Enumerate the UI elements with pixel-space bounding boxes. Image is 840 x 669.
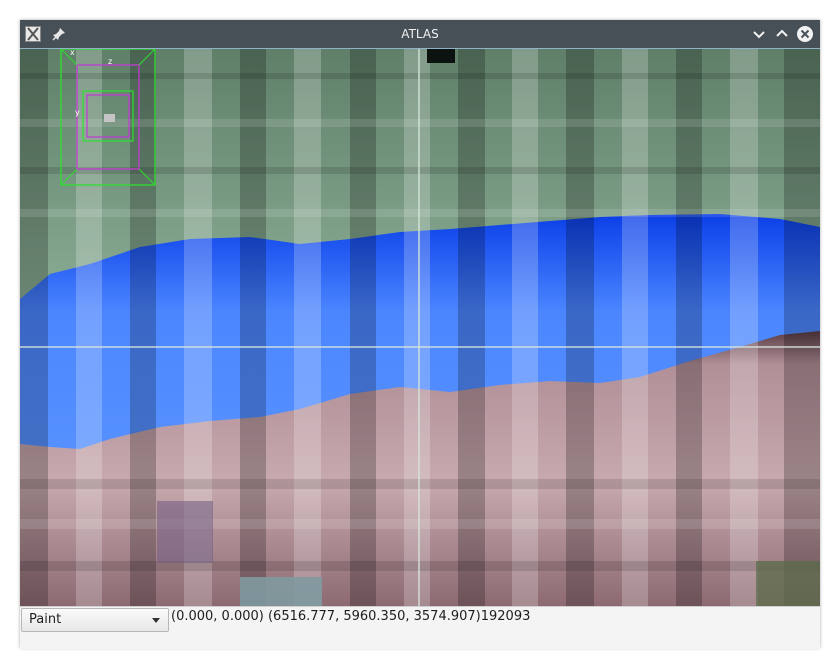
- status-bar: Paint (0.000, 0.000) (6516.777, 5960.350…: [20, 606, 820, 649]
- cursor-coordinates: (0.000, 0.000) (6516.777, 5960.350, 3574…: [171, 609, 531, 624]
- lower-layer: [20, 331, 820, 606]
- orientation-cube-widget[interactable]: x z y: [60, 49, 156, 186]
- title-bar[interactable]: ATLAS: [20, 20, 820, 49]
- pin-icon[interactable]: [51, 26, 67, 42]
- green-patch: [756, 561, 820, 606]
- close-icon[interactable]: [796, 25, 814, 43]
- orientation-label-y: y: [75, 108, 80, 117]
- teal-patch: [240, 577, 322, 606]
- trace-banding: [20, 49, 820, 606]
- atlas-app-icon[interactable]: [25, 26, 41, 42]
- mode-dropdown[interactable]: Paint: [21, 608, 169, 632]
- window-title: ATLAS: [401, 27, 439, 41]
- chevron-down-icon[interactable]: [152, 618, 160, 623]
- purple-patch: [157, 501, 213, 563]
- atlas-window: ATLAS: [20, 20, 820, 649]
- orientation-label-x: x: [70, 49, 75, 57]
- horizontal-striping: [20, 73, 820, 571]
- maximize-icon[interactable]: [773, 25, 791, 43]
- orientation-label-z: z: [108, 57, 112, 66]
- minimize-icon[interactable]: [750, 25, 768, 43]
- image-viewport[interactable]: x z y: [20, 49, 820, 606]
- mode-dropdown-value: Paint: [29, 612, 62, 627]
- seismic-slice-view[interactable]: x z y: [20, 49, 820, 606]
- dark-top-patch: [427, 49, 455, 63]
